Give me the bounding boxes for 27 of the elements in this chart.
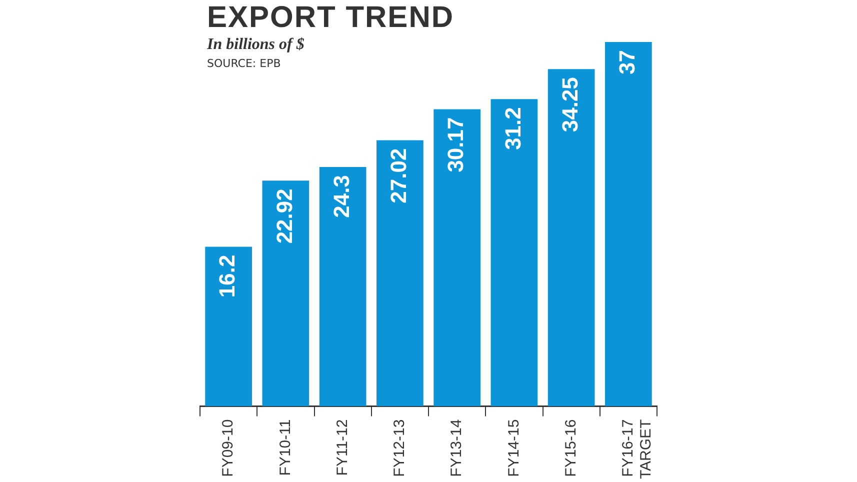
data-label: 22.92 [272, 188, 297, 244]
x-tick-label: FY11-12 [334, 419, 351, 476]
bar [490, 99, 538, 406]
bar [434, 109, 480, 406]
data-label: 27.02 [386, 148, 411, 204]
x-tick-label: FY14-15 [505, 419, 522, 477]
bar [605, 42, 652, 406]
bar [319, 167, 366, 406]
data-label: 30.17 [443, 117, 468, 172]
bar [376, 140, 424, 406]
x-tick-label: FY15-16 [562, 419, 580, 477]
chart-subtitle: In billions of $ [207, 36, 306, 54]
chart-title: EXPORT TREND [207, 1, 454, 34]
data-label: 37 [614, 50, 640, 74]
x-tick-label: FY12-13 [391, 419, 408, 477]
x-tick-label: FY09-10 [220, 419, 237, 477]
data-label: 24.3 [328, 175, 354, 218]
x-tick-label: FY16-17 TARGET [620, 419, 655, 480]
x-tick-label: FY10-11 [276, 419, 294, 476]
bar [548, 69, 595, 406]
annotation: SOURCE: EPB [207, 57, 282, 70]
bar [262, 180, 310, 406]
x-tick-label: FY13-14 [448, 419, 466, 477]
data-label: 31.2 [500, 107, 526, 150]
data-label: 16.2 [214, 254, 240, 298]
data-label: 34.25 [557, 77, 582, 132]
bar [205, 246, 252, 406]
